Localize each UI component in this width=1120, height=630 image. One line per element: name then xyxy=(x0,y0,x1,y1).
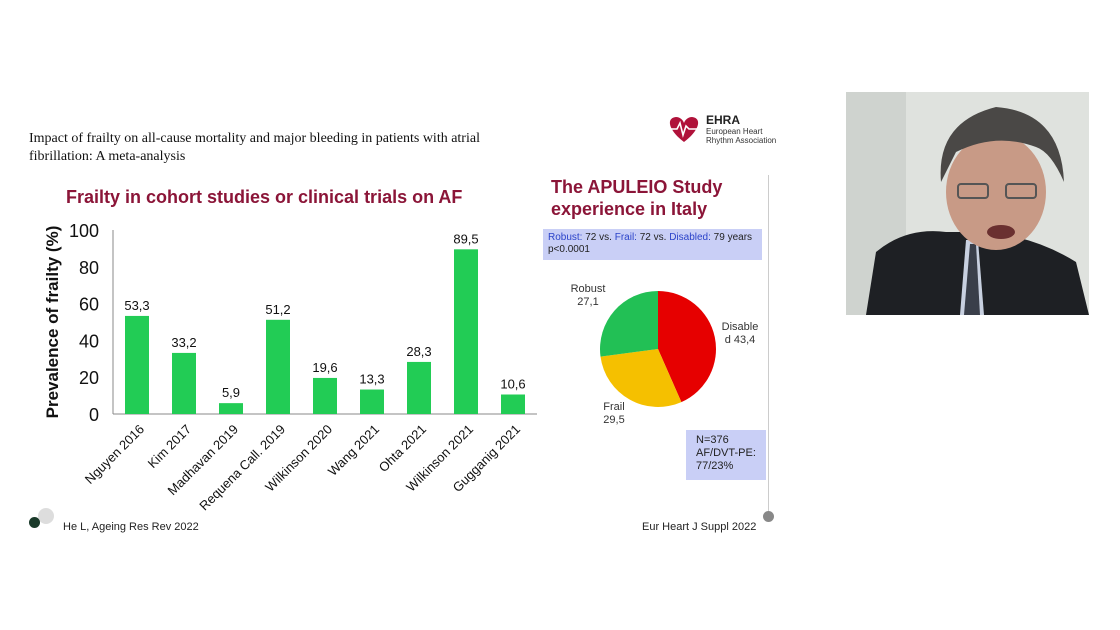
pie-value: 29,5 xyxy=(603,414,624,426)
y-tick-label: 40 xyxy=(79,331,99,351)
y-axis-label: Prevalence of frailty (%) xyxy=(43,226,62,419)
x-tick-label: Requena Call. 2019 xyxy=(196,422,288,514)
x-tick-label: Kim 2017 xyxy=(145,422,194,471)
bar-value-label: 13,3 xyxy=(359,372,384,387)
bar-value-label: 19,6 xyxy=(312,360,337,375)
divider xyxy=(768,175,769,515)
bar xyxy=(219,403,243,414)
robust-label: Robust: xyxy=(548,232,583,243)
nav-dot-left[interactable] xyxy=(38,508,54,524)
frail-label: Frail: xyxy=(614,232,637,243)
af-ratio: 77/23% xyxy=(696,460,734,472)
bar-value-label: 33,2 xyxy=(171,335,196,350)
logo-name: EHRA xyxy=(706,113,741,127)
n-count: N=376 xyxy=(696,434,729,446)
bar-value-label: 5,9 xyxy=(222,385,240,400)
pie-value: d 43,4 xyxy=(725,334,756,346)
bar xyxy=(172,352,196,414)
speaker-video-image xyxy=(846,92,1089,315)
pie-label: Disable xyxy=(722,321,759,333)
pie-slice-robust xyxy=(600,291,658,357)
bar xyxy=(407,361,431,414)
bar xyxy=(313,377,337,414)
left-citation: He L, Ageing Res Rev 2022 xyxy=(63,521,199,533)
y-tick-label: 20 xyxy=(79,368,99,388)
bar-value-label: 51,2 xyxy=(265,302,290,317)
y-tick-label: 80 xyxy=(79,258,99,278)
ehra-logo: EHRA European Heart Rhythm Association xyxy=(666,113,776,145)
pie-value: 27,1 xyxy=(577,296,598,308)
bar xyxy=(454,249,478,414)
logo-sub1: European Heart xyxy=(706,127,763,136)
bar xyxy=(125,315,149,414)
y-tick-label: 100 xyxy=(69,221,99,241)
age-info-box: Robust: 72 vs. Frail: 72 vs. Disabled: 7… xyxy=(543,229,762,260)
sample-box: N=376 AF/DVT-PE: 77/23% xyxy=(686,430,766,480)
nav-dot-right[interactable] xyxy=(763,511,774,522)
heart-logo-icon xyxy=(669,117,699,142)
p-value: p<0.0001 xyxy=(548,244,590,255)
bar-value-label: 10,6 xyxy=(500,376,525,391)
pie-chart-title: The APULEIO Study experience in Italy xyxy=(551,177,723,219)
bar-value-label: 89,5 xyxy=(453,231,478,246)
robust-age: 72 vs. xyxy=(582,232,615,243)
bar xyxy=(501,394,525,414)
bar-chart: 0 20 40 60 80 100 Prevalence of frailty (%) 53,… xyxy=(43,221,759,514)
af-label: AF/DVT-PE: xyxy=(696,447,756,459)
disabled-age: 79 years xyxy=(710,232,753,243)
x-tick-label: Nguyen 2016 xyxy=(82,422,147,487)
pie-slice-frail xyxy=(600,349,682,407)
pie-label: Frail xyxy=(603,401,624,413)
bar xyxy=(266,319,290,414)
bar xyxy=(360,389,384,414)
x-tick-label: Wang 2021 xyxy=(325,422,382,479)
pie-label: Robust xyxy=(571,283,606,295)
paper-title: Impact of frailty on all-cause mortality… xyxy=(29,131,480,164)
bar-value-label: 28,3 xyxy=(406,344,431,359)
speaker-webcam xyxy=(846,92,1089,315)
bar-value-label: 53,3 xyxy=(124,298,149,313)
disabled-label: Disabled: xyxy=(669,232,711,243)
logo-sub2: Rhythm Association xyxy=(706,136,777,145)
y-tick-label: 0 xyxy=(89,405,99,425)
pointer-icon xyxy=(29,517,40,528)
pie-slice-disabled xyxy=(658,291,716,403)
right-citation: Eur Heart J Suppl 2022 xyxy=(642,521,757,533)
bar-chart-title: Frailty in cohort studies or clinical tr… xyxy=(66,187,463,207)
y-tick-label: 60 xyxy=(79,295,99,315)
frail-age: 72 vs. xyxy=(636,232,670,243)
